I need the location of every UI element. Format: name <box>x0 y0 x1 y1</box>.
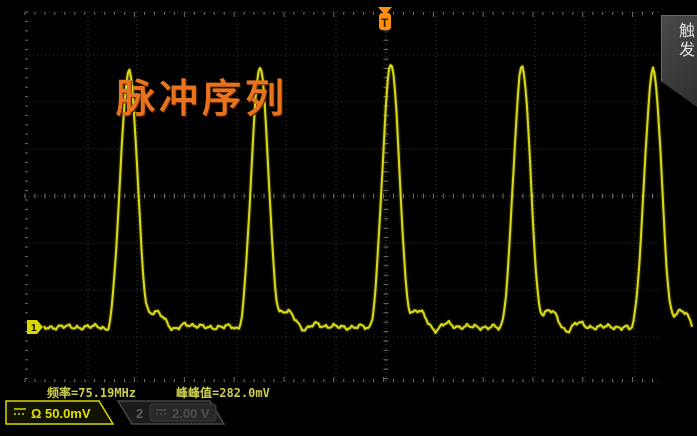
annotation-label: 脉冲序列 <box>116 78 289 121</box>
svg-text:T: T <box>381 16 389 30</box>
peak-to-peak-measurement: 峰峰值=282.0mV <box>176 386 270 400</box>
ch1-waveform <box>43 64 693 334</box>
channel1-scale: 50.0mV <box>45 406 91 421</box>
channel2-scale: 2.00 V <box>172 406 210 421</box>
trigger-position-marker[interactable]: T <box>378 7 392 30</box>
channel-status-bar: Ω 50.0mV 2 2.00 V <box>5 400 226 425</box>
channel2-number: 2 <box>136 406 143 421</box>
graticule <box>24 11 661 383</box>
frequency-measurement: 频率=75.19MHz <box>47 386 137 400</box>
measurement-bar: 频率=75.19MHz 峰峰值=282.0mV <box>0 384 697 400</box>
channel2-badge[interactable]: 2 2.00 V <box>116 400 226 425</box>
channel1-badge[interactable]: Ω 50.0mV <box>5 400 115 425</box>
channel1-impedance: Ω <box>31 406 41 421</box>
trigger-tab-label: 触发 <box>676 22 693 60</box>
svg-text:1: 1 <box>31 323 37 334</box>
dc-coupling-icon <box>14 408 26 415</box>
channel1-ground-marker[interactable]: 1 <box>27 320 43 334</box>
dc-coupling-icon <box>156 409 166 415</box>
